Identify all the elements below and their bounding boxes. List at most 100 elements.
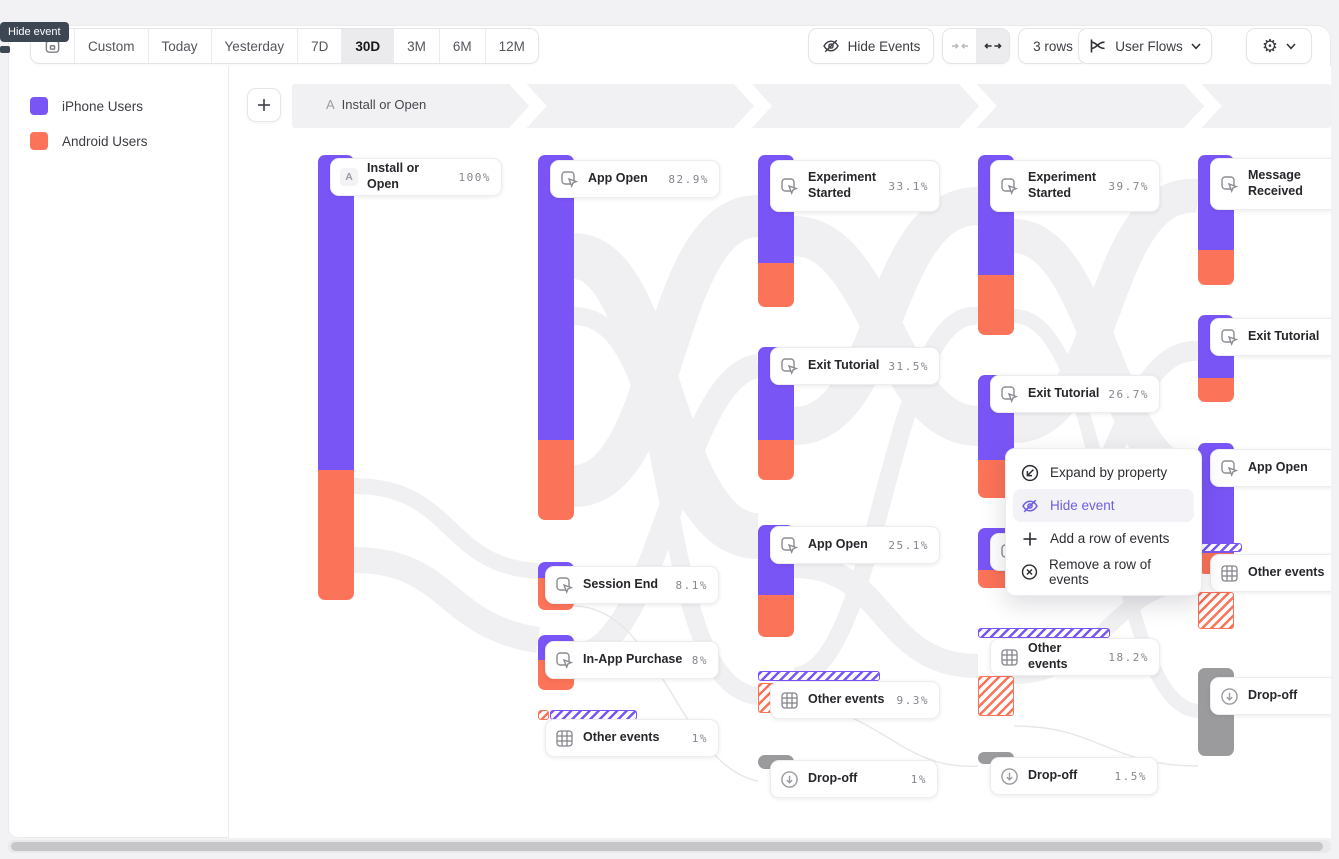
flow-node-card[interactable]: Other events 1% (545, 719, 719, 757)
flow-node-card[interactable]: Experiment Started 39.7% (990, 160, 1160, 212)
node-percent: 18.2% (1108, 650, 1149, 664)
event-icon (560, 170, 579, 189)
event-icon (1220, 175, 1239, 194)
flow-node-card[interactable]: Exit Tutorial 26.7% (990, 375, 1160, 413)
flow-node-card[interactable]: Session End 8.1% (545, 566, 719, 604)
date-preset-30d-selected[interactable]: 30D (341, 29, 394, 63)
date-preset-12m[interactable]: 12M (484, 29, 538, 63)
node-label: Message Received (1248, 168, 1303, 198)
flow-node-bar-hatched[interactable] (538, 710, 549, 720)
rows-count-button[interactable]: 3 rows (1018, 28, 1088, 64)
flow-node-card[interactable]: App Open 25.1% (770, 526, 940, 564)
node-label: App Open (1248, 460, 1308, 475)
legend-item-android-users[interactable]: Android Users (30, 131, 148, 151)
node-label: Other events (1028, 641, 1068, 671)
drop-off-icon (780, 770, 799, 789)
date-preset-yesterday[interactable]: Yesterday (210, 29, 298, 63)
flow-node-card[interactable]: App Open 82.9% (550, 160, 720, 198)
flow-node-card[interactable]: App Open (1210, 449, 1331, 487)
add-step-button[interactable] (247, 88, 281, 122)
eye-off-icon (1022, 499, 1038, 512)
node-percent: 8.1% (675, 578, 708, 592)
horizontal-scrollbar-thumb[interactable] (11, 842, 1323, 851)
node-percent: 1.5% (1114, 769, 1147, 783)
node-percent: 82.9% (668, 172, 709, 186)
menu-item-hide-event[interactable]: Hide event (1013, 489, 1194, 522)
other-events-icon (1000, 648, 1019, 667)
date-preset-3m[interactable]: 3M (393, 29, 439, 63)
expand-by-property-icon (1021, 464, 1039, 481)
step-a-badge: A (340, 168, 358, 186)
collapse-expand-toggle (942, 28, 1010, 64)
event-icon (1220, 459, 1239, 478)
node-label: Drop-off (1028, 768, 1078, 783)
menu-item-label: Expand by property (1050, 465, 1168, 480)
node-label: Other events (583, 730, 660, 745)
node-label: App Open (588, 171, 648, 186)
event-icon (555, 576, 574, 595)
flow-node-card[interactable]: Exit Tutorial 31.5% (770, 347, 940, 385)
legend-item-iphone-users[interactable]: iPhone Users (30, 96, 143, 116)
node-label: Drop-off (1248, 688, 1298, 703)
node-percent: 33.1% (888, 179, 929, 193)
flow-node-bar[interactable] (318, 155, 354, 600)
flow-node-card[interactable]: Experiment Started 33.1% (770, 160, 940, 212)
menu-item-add-row-of-events[interactable]: Add a row of events (1013, 522, 1194, 555)
hide-events-label: Hide Events (847, 38, 921, 54)
flow-node-bar-hatched[interactable] (1198, 592, 1234, 629)
node-percent: 100% (458, 170, 491, 184)
node-percent: 1% (691, 731, 708, 745)
flow-node-card[interactable]: Message Received (1210, 158, 1331, 210)
node-label: Drop-off (808, 771, 858, 786)
date-preset-7d[interactable]: 7D (297, 29, 341, 63)
other-events-icon (1220, 564, 1239, 583)
flow-node-card[interactable]: In-App Purchase 8% (545, 641, 719, 679)
settings-dropdown[interactable]: ⚙ (1246, 28, 1312, 64)
sidebar-divider (228, 66, 229, 838)
flow-node-bar-hatched[interactable] (978, 628, 1110, 638)
event-icon (780, 536, 799, 555)
event-icon (1000, 385, 1019, 404)
node-percent: 9.3% (896, 693, 929, 707)
event-icon (780, 177, 799, 196)
flow-node-bar[interactable] (758, 347, 794, 480)
expand-columns-button[interactable] (976, 29, 1009, 63)
collapse-columns-button[interactable] (943, 29, 976, 63)
node-label: Install or Open (367, 161, 420, 191)
android-users-swatch (30, 132, 48, 150)
expand-icon (983, 43, 1002, 49)
gear-icon: ⚙ (1261, 36, 1279, 56)
flow-node-bar-hatched[interactable] (978, 676, 1014, 716)
drop-off-icon (1220, 687, 1239, 706)
node-label: Other events (808, 692, 885, 707)
step-chevron-separators (509, 84, 1222, 128)
node-label: Experiment Started (1028, 170, 1097, 200)
horizontal-scrollbar-track[interactable] (8, 840, 1331, 853)
chart-type-dropdown[interactable]: User Flows (1078, 28, 1212, 64)
date-preset-custom[interactable]: Custom (74, 29, 148, 63)
date-preset-6m[interactable]: 6M (438, 29, 485, 63)
chevron-down-icon (1286, 42, 1296, 50)
step-a-header[interactable]: A Install or Open (326, 97, 426, 112)
flow-node-card[interactable]: Drop-off (1210, 677, 1331, 715)
flow-node-card[interactable]: Other events 18.2% (990, 638, 1160, 676)
node-label: Exit Tutorial (1248, 329, 1320, 344)
menu-item-expand-by-property[interactable]: Expand by property (1013, 456, 1194, 489)
date-preset-today[interactable]: Today (147, 29, 211, 63)
node-label: Other events (1248, 565, 1325, 580)
flow-node-bar[interactable] (538, 155, 574, 520)
event-icon (555, 651, 574, 670)
flow-node-card[interactable]: A Install or Open 100% (330, 158, 502, 196)
other-events-icon (780, 691, 799, 710)
flow-node-card[interactable]: Drop-off 1.5% (990, 757, 1158, 795)
flow-node-card[interactable]: Exit Tutorial (1210, 318, 1331, 356)
flow-node-card[interactable]: Other events 9.3% (770, 681, 940, 719)
flow-node-bar-hatched[interactable] (1198, 543, 1242, 552)
flow-node-card[interactable]: Drop-off 1% (770, 760, 938, 798)
hide-events-button[interactable]: Hide Events (808, 28, 934, 64)
menu-item-remove-row-of-events[interactable]: Remove a row of events (1013, 555, 1194, 588)
event-icon (1220, 328, 1239, 347)
user-flows-icon (1089, 37, 1107, 55)
flow-node-bar-hatched[interactable] (758, 671, 880, 681)
flow-node-card[interactable]: Other events (1210, 554, 1331, 592)
